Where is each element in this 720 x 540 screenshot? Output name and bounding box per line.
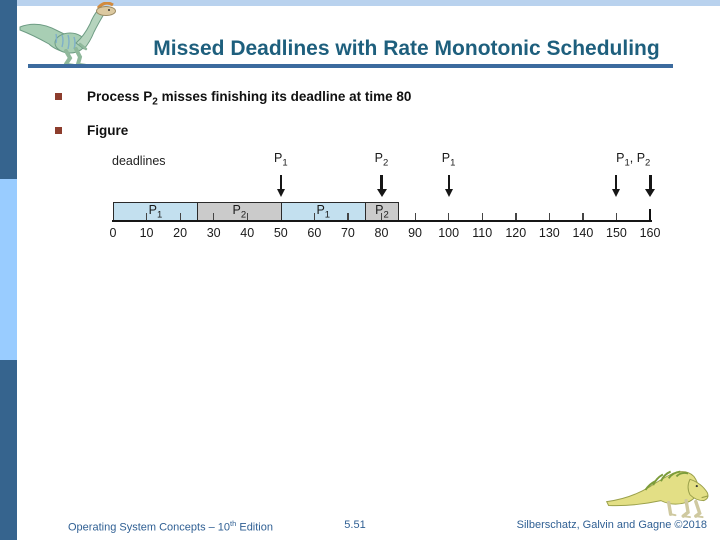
- bullet-item-figure: Figure: [55, 122, 675, 145]
- bullet-text: Process P2 misses finishing its deadline…: [87, 89, 412, 108]
- axis-tick-label: 50: [273, 226, 288, 240]
- axis-end-tick: [649, 209, 651, 221]
- top-border: [0, 0, 720, 6]
- deadline-arrow: [279, 175, 282, 189]
- bullet-text: Figure: [87, 122, 129, 138]
- axis-tick-label: 100: [438, 226, 460, 240]
- deadline-arrow: [447, 175, 450, 189]
- axis-tick-label: 130: [538, 226, 560, 240]
- deadline-label: P1: [441, 151, 456, 169]
- deadline-arrow-head-icon: [276, 189, 285, 197]
- axis-tick: [448, 213, 450, 220]
- axis-tick-label: 60: [307, 226, 322, 240]
- bar-segment-label: P1: [316, 203, 331, 221]
- footer-authors: Silberschatz, Galvin and Gagne ©2018: [516, 519, 707, 531]
- left-strip-light-middle: [0, 179, 17, 360]
- deadline-label: P2: [374, 151, 389, 169]
- left-strip-dark-top: [0, 0, 17, 179]
- deadline-arrow-head-icon: [612, 189, 621, 197]
- axis-tick: [615, 213, 618, 220]
- axis-tick-label: 150: [606, 226, 627, 240]
- axis-tick: [548, 213, 551, 220]
- dinosaur-logo-small-icon: [605, 470, 709, 519]
- axis-tick: [246, 213, 249, 220]
- deadline-arrow-head-icon: [444, 189, 453, 197]
- axis-tick: [414, 213, 416, 220]
- bullet-item-process-p2: Process P2 misses finishing its deadline…: [55, 88, 675, 111]
- axis-tick-label: 90: [408, 226, 423, 240]
- page-title: Missed Deadlines with Rate Monotonic Sch…: [153, 37, 660, 61]
- deadline-label: P1, P2: [616, 151, 651, 169]
- axis-tick-label: 10: [139, 226, 154, 240]
- axis-tick-label: 20: [173, 226, 188, 240]
- axis-tick: [179, 213, 181, 220]
- title-underline: [28, 64, 673, 68]
- bar-segment-label: P2: [375, 203, 389, 221]
- axis-tick: [582, 213, 584, 220]
- axis-tick: [213, 213, 215, 220]
- axis-tick: [481, 213, 483, 220]
- axis-tick-label: 140: [572, 226, 594, 240]
- axis-tick-label: 80: [374, 226, 389, 240]
- deadline-arrow-head-icon: [645, 189, 655, 197]
- bullet-square-icon: [55, 93, 62, 100]
- slide-number: 5.51: [344, 519, 366, 531]
- bullet-square-icon: [55, 126, 62, 134]
- bar-segment-p1: P1: [280, 202, 366, 222]
- bar-segment-label: P1: [148, 203, 163, 221]
- axis-tick: [146, 213, 148, 220]
- bar-segment-p1: P1: [113, 202, 198, 222]
- axis-tick-label: 110: [472, 226, 493, 240]
- time-axis-line: [112, 220, 652, 222]
- axis-tick: [515, 213, 517, 220]
- axis-tick-label: 0: [109, 226, 117, 240]
- bar-segment-label: P2: [232, 203, 247, 221]
- deadlines-label: deadlines: [112, 154, 166, 168]
- deadline-label: P1: [273, 151, 288, 169]
- axis-tick-label: 30: [206, 226, 221, 240]
- deadline-arrow: [380, 175, 383, 189]
- deadline-arrow: [648, 175, 652, 189]
- deadline-arrow: [615, 175, 618, 189]
- axis-tick-label: 160: [639, 226, 661, 240]
- axis-tick: [313, 213, 316, 220]
- axis-tick-label: 40: [240, 226, 255, 240]
- footer-book-title: Operating System Concepts – 10th Edition: [68, 519, 273, 534]
- axis-tick-label: 120: [505, 226, 527, 240]
- left-strip-dark-bottom: [0, 360, 17, 540]
- axis-tick: [381, 213, 383, 220]
- bullet-list: Process P2 misses finishing its deadline…: [55, 88, 675, 155]
- axis-tick-label: 70: [340, 226, 355, 240]
- axis-tick: [347, 213, 349, 220]
- bar-segment-p2: P2: [196, 202, 282, 222]
- deadline-arrow-head-icon: [376, 189, 387, 197]
